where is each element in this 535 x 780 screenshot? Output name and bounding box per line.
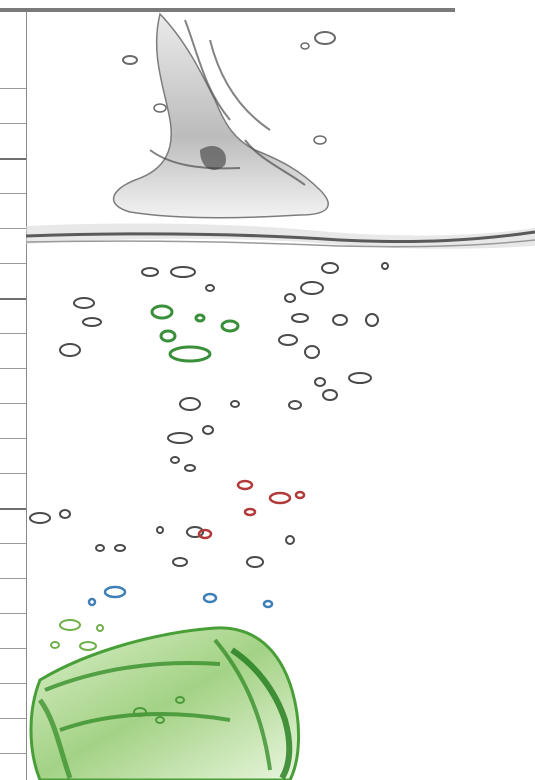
bubble-icon xyxy=(150,304,240,363)
strip-rule xyxy=(0,753,26,754)
strip-rule xyxy=(0,298,26,300)
strip-rule xyxy=(0,403,26,404)
strip-rule xyxy=(0,683,26,684)
top-rule xyxy=(0,8,455,12)
bubble-icon xyxy=(50,619,104,651)
bubble-icon xyxy=(87,585,274,609)
strip-rule xyxy=(0,508,26,510)
strip-rule xyxy=(0,263,26,264)
strip-rule xyxy=(0,228,26,229)
strip-rule xyxy=(0,543,26,544)
water-surface-icon xyxy=(25,223,535,249)
strip-rule xyxy=(0,368,26,369)
bubble-icon xyxy=(197,479,306,540)
water-splash-icon xyxy=(112,12,336,219)
strip-rule xyxy=(0,88,26,89)
strip-rule xyxy=(0,193,26,194)
strip-rule xyxy=(0,648,26,649)
ice-cube-icon xyxy=(29,626,300,780)
strip-rule xyxy=(0,613,26,614)
strip-rule xyxy=(0,438,26,439)
strip-rule xyxy=(0,123,26,124)
bubble-icon xyxy=(29,262,389,568)
strip-rule xyxy=(0,718,26,719)
strip-rule xyxy=(0,333,26,334)
strip-rule xyxy=(0,578,26,579)
strip-rule xyxy=(0,473,26,474)
strip-rule xyxy=(0,158,26,160)
left-ruled-strip xyxy=(0,12,27,780)
